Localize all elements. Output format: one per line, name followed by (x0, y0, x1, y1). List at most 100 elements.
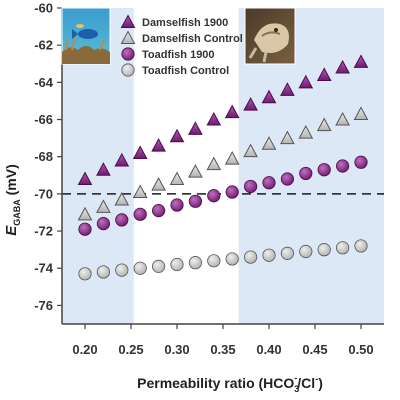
data-point (298, 74, 314, 89)
x-axis-label: Permeability ratio (HCO3-/Cl-) (137, 373, 323, 394)
data-point (335, 59, 350, 74)
data-point (170, 198, 184, 212)
data-point (317, 243, 331, 257)
data-point (280, 130, 295, 145)
data-point (169, 171, 185, 186)
data-point (354, 239, 368, 253)
data-point (225, 185, 239, 199)
legend-label: Toadfish Control (142, 65, 229, 77)
data-point (316, 117, 332, 132)
damselfish-photo (61, 7, 111, 65)
data-point (280, 82, 295, 96)
legend-label: Damselfish 1900 (142, 17, 228, 29)
data-point (353, 54, 369, 68)
data-point (335, 159, 350, 173)
y-tick-label: -64 (34, 75, 54, 90)
data-point (96, 162, 111, 176)
data-point (225, 252, 239, 266)
legend-label: Damselfish Control (142, 33, 243, 45)
data-point (78, 267, 92, 281)
data-point (316, 67, 332, 81)
data-point (151, 138, 166, 152)
data-point (206, 156, 222, 171)
x-tick-label: 0.35 (210, 342, 235, 357)
data-point (188, 194, 202, 208)
data-point (114, 152, 130, 167)
data-point (244, 179, 258, 194)
data-point (115, 213, 129, 227)
data-point (261, 89, 277, 104)
data-point (114, 191, 130, 206)
data-point (317, 163, 331, 177)
data-point (188, 121, 203, 135)
data-point (261, 136, 277, 150)
data-point (298, 124, 314, 139)
legend-marker (121, 63, 135, 77)
series-toadfish-control (78, 239, 368, 281)
legend-marker (120, 30, 136, 45)
data-point (335, 241, 350, 255)
legend-item: Toadfish 1900 (121, 47, 215, 61)
x-tick-label: 0.25 (118, 342, 143, 357)
series-group (77, 54, 369, 281)
data-point (133, 207, 147, 221)
y-tick-label: -68 (34, 149, 53, 164)
data-point (299, 244, 313, 259)
data-point (96, 265, 111, 279)
data-point (115, 263, 129, 277)
data-point (335, 111, 350, 126)
data-point (133, 261, 147, 275)
data-point (299, 166, 313, 181)
x-tick-label: 0.20 (72, 342, 97, 357)
data-point (169, 128, 185, 143)
data-point (188, 256, 202, 270)
data-point (353, 106, 369, 120)
data-point (224, 104, 240, 119)
y-axis-label: EGABA (mV) (3, 164, 22, 236)
data-point (77, 171, 93, 186)
data-point (132, 145, 148, 160)
data-point (77, 206, 93, 221)
series-damselfish-control (77, 106, 369, 221)
x-tick-label: 0.40 (256, 342, 281, 357)
data-point (354, 155, 368, 169)
data-point (262, 176, 276, 190)
x-tick-label: 0.30 (164, 342, 189, 357)
data-point (188, 164, 203, 178)
y-tick-label: -70 (34, 186, 53, 201)
series-toadfish-1900 (78, 155, 368, 236)
data-point (132, 184, 148, 199)
series-damselfish-1900 (77, 54, 369, 186)
data-point (96, 217, 111, 231)
data-point (151, 177, 166, 191)
legend-item: Damselfish 1900 (120, 14, 228, 29)
x-tick-label: 0.50 (348, 342, 373, 357)
y-tick-label: -72 (34, 224, 53, 239)
data-point (152, 259, 166, 273)
data-point (170, 257, 184, 272)
legend: Damselfish 1900 Damselfish Control Toadfis… (120, 14, 243, 77)
legend-item: Toadfish Control (121, 63, 229, 77)
x-tick-label: 0.45 (302, 342, 327, 357)
legend-marker (120, 14, 136, 29)
data-point (206, 111, 222, 126)
data-point (96, 199, 111, 213)
data-point (280, 246, 294, 260)
data-point (280, 172, 294, 186)
data-point (244, 250, 258, 264)
data-point (224, 151, 240, 165)
y-tick-label: -60 (34, 1, 53, 16)
data-point (243, 143, 258, 158)
data-point (207, 189, 221, 203)
legend-item: Damselfish Control (120, 30, 243, 45)
axes: -76 -74 -72 -70 -68 -66 -64 -62 -60 0.20 0.25 0.30 0… (3, 1, 384, 394)
y-tick-label: -76 (34, 298, 53, 313)
data-point (207, 254, 221, 268)
legend-label: Toadfish 1900 (142, 49, 215, 61)
data-point (262, 248, 276, 262)
y-tick-label: -66 (34, 112, 53, 127)
y-tick-label: -74 (34, 261, 54, 276)
y-tick-label: -62 (34, 38, 53, 53)
toadfish-photo (244, 7, 296, 65)
